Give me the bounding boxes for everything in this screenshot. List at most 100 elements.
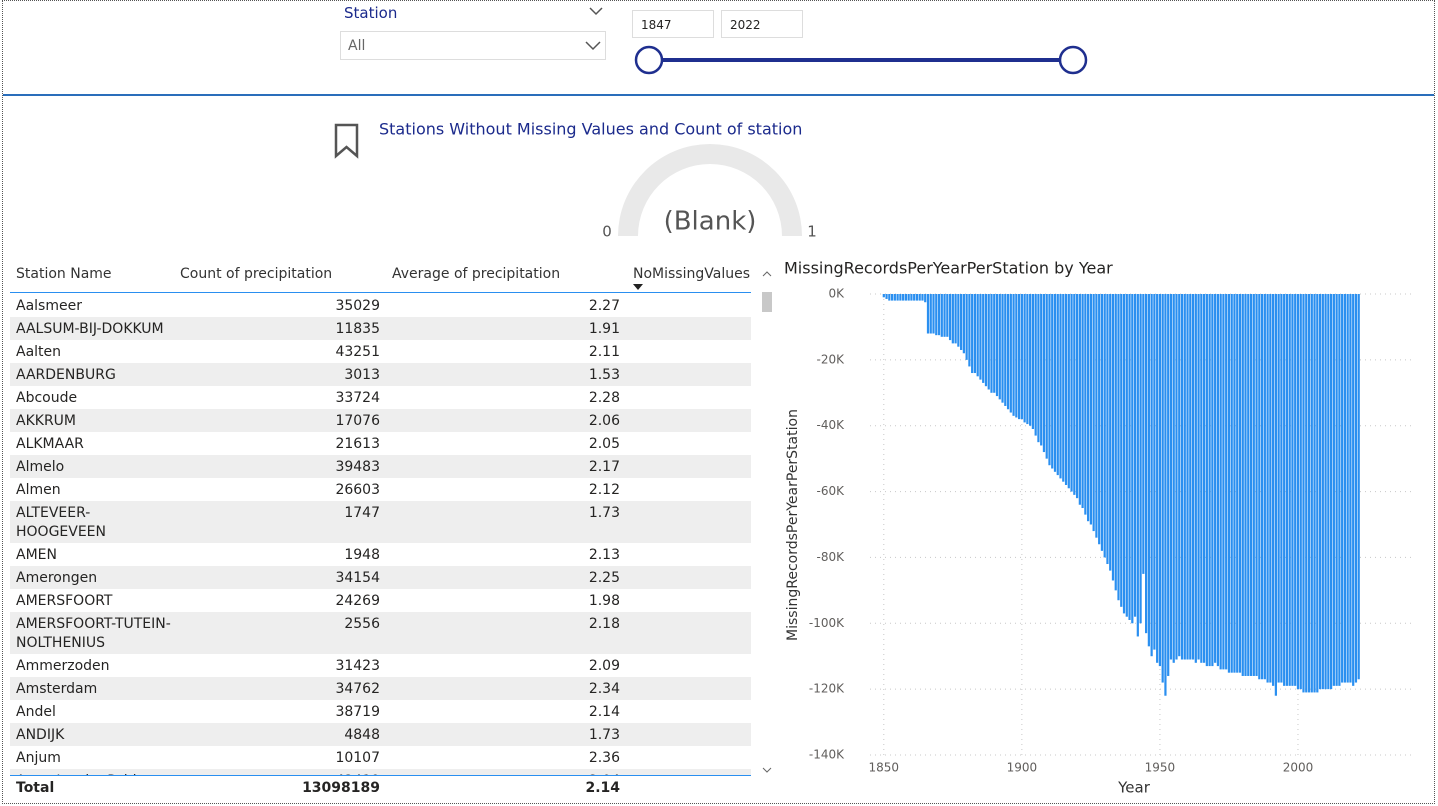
bar [1156,294,1159,663]
bar [1017,294,1021,420]
bar [937,294,941,336]
table-row: AKKRUM 17076 2.06 [10,409,751,432]
table-cell: 2.14 [588,704,620,720]
range-slider[interactable] [630,42,1092,80]
total-cell: Total [16,780,55,796]
bar [1285,294,1289,686]
bar [1122,294,1126,614]
column-header: Count of precipitation [180,266,333,282]
table-cell: ALTEVEER-HOOGEVEEN [16,505,107,540]
bar [1059,294,1062,479]
x-axis-label: Year [1117,779,1151,797]
bar [1208,294,1211,667]
bar [1026,294,1029,425]
bar [1133,294,1137,617]
bar [929,294,932,334]
bar [1280,294,1283,683]
chart-title: MissingRecordsPerYearPerStation by Year [784,259,1113,278]
bar [1352,294,1355,686]
table-cell: AKKRUM [16,413,76,429]
bar [1233,294,1236,673]
table-row: Anjum 10107 2.36 [10,746,751,769]
x-tick-label: 2000 [1283,761,1314,775]
scrollbar[interactable] [760,264,774,780]
bar [1175,294,1178,660]
table-cell: Aalsmeer [16,298,82,314]
bar [885,294,888,299]
bar [918,294,921,301]
bar [913,294,916,301]
bar [1288,294,1291,686]
bar [1310,294,1313,693]
table-cell: 2.28 [588,390,620,406]
bar [1269,294,1272,683]
table-row: Amsterdam 34762 2.34 [10,677,751,700]
table-cell: AMERSFOORT-TUTEIN-NOLTHENIUS [16,616,171,651]
bar [902,294,905,301]
bar [1078,294,1081,505]
bar [1106,294,1109,565]
y-tick-label: -60K [817,484,846,498]
table-cell: 2.17 [588,459,620,475]
table-cell: AMERSFOORT [16,593,113,609]
bar [1089,294,1092,525]
table-cell: 3013 [344,367,380,383]
table-cell: Andel [16,704,56,720]
dropdown[interactable]: All [340,31,606,60]
table-row: Almen 26603 2.12 [10,478,751,501]
table-row: Aalsmeer 35029 2.27 [10,294,751,317]
table-cell: 2.25 [588,570,620,586]
bar [888,294,891,301]
table-row: Abcoude 33724 2.28 [10,386,751,409]
table-cell: Anna Jacoba Polder [16,772,178,775]
table-cell: Amsterdam [16,681,98,697]
bar [904,294,907,301]
chevron[interactable] [588,5,604,17]
bar [1048,294,1051,466]
bar [1238,294,1242,673]
table-cell: AMEN [16,547,57,563]
bar [1283,294,1286,686]
date-input[interactable]: 1847 [632,10,714,38]
date-input[interactable]: 2022 [721,10,803,38]
table-cell: 2.05 [588,436,620,452]
bar [926,294,930,334]
bar [910,294,913,301]
table-row: AARDENBURG 3013 1.53 [10,363,751,386]
table-cell: 11835 [335,321,380,337]
bar [1277,294,1280,683]
gauge-value: (Blank) [664,207,757,237]
bar [1354,294,1358,683]
bar [1346,294,1349,683]
bar [1291,294,1294,686]
y-tick-label: 0K [828,287,845,301]
bar [1020,294,1023,420]
table-cell: AARDENBURG [16,367,116,383]
bar [1004,294,1007,406]
slider-handle[interactable] [1058,45,1088,75]
table-cell: 26603 [335,482,380,498]
table-cell: 2556 [344,616,380,632]
bar [1225,294,1228,670]
bar [932,294,935,334]
bar [1227,294,1231,673]
x-tick-label: 1950 [1145,761,1176,775]
table-cell: Aalten [16,344,62,360]
table-row: Amerongen 34154 2.25 [10,566,751,589]
total-rule [10,775,751,776]
column-header: NoMissingValues [633,266,750,282]
table-cell: 4848 [344,727,380,743]
bar [1015,294,1018,418]
bar [1064,294,1068,485]
bar [1131,294,1134,624]
bar [1103,294,1106,558]
bar [1189,294,1192,660]
table-cell: 1.73 [588,727,620,743]
bar [893,294,896,301]
table-row: Ammerzoden 31423 2.09 [10,654,751,677]
bar [896,294,899,301]
slider-handle[interactable] [634,45,664,75]
table-cell: Almelo [16,459,65,475]
bookmark-icon[interactable] [330,120,362,160]
sort-indicator [633,284,643,290]
